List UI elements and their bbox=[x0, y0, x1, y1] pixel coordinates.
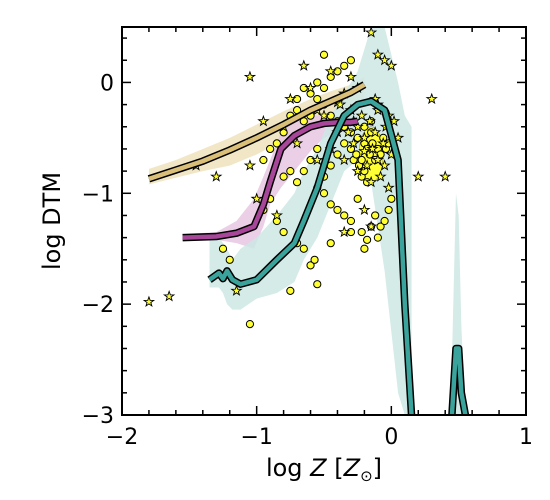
y-tick-label: −3 bbox=[82, 404, 114, 429]
circle-point bbox=[371, 211, 380, 220]
circle-point bbox=[384, 205, 393, 215]
circle-point bbox=[286, 167, 295, 176]
circle-point bbox=[313, 144, 322, 154]
circle-point bbox=[319, 50, 329, 59]
y-tick-label: 0 bbox=[100, 71, 114, 96]
circle-point bbox=[313, 280, 322, 289]
star-point bbox=[210, 171, 222, 182]
circle-point bbox=[292, 178, 302, 187]
circle-point bbox=[376, 222, 385, 231]
circle-point bbox=[326, 200, 335, 209]
circle-point bbox=[326, 239, 335, 248]
circle-point bbox=[346, 227, 356, 237]
teal-tail-line bbox=[449, 346, 468, 415]
star-point bbox=[285, 93, 296, 104]
star-point bbox=[359, 204, 370, 215]
plot-frame bbox=[121, 26, 527, 416]
star-point bbox=[412, 171, 424, 182]
circle-point bbox=[346, 56, 356, 65]
circle-point bbox=[333, 67, 342, 76]
y-tick-label: −1 bbox=[82, 182, 114, 207]
circle-point bbox=[362, 235, 372, 244]
circle-point bbox=[387, 194, 396, 203]
star-point bbox=[298, 60, 310, 71]
teal-line bbox=[208, 99, 414, 415]
circle-point bbox=[286, 286, 295, 295]
circle-point bbox=[310, 255, 319, 264]
circle-point bbox=[292, 94, 302, 104]
median-lines bbox=[147, 81, 470, 415]
circle-point bbox=[266, 144, 275, 154]
circle-point bbox=[340, 211, 349, 220]
circle-point bbox=[357, 227, 366, 237]
circle-point bbox=[306, 261, 315, 270]
circle-point bbox=[346, 216, 356, 226]
x-tick-label: −2 bbox=[106, 425, 138, 450]
circle-point bbox=[259, 155, 268, 165]
circle-point bbox=[299, 244, 308, 253]
circle-point bbox=[313, 94, 322, 104]
tan-line bbox=[148, 82, 366, 182]
circle-point bbox=[279, 172, 288, 181]
circle-point bbox=[373, 233, 382, 242]
circle-point bbox=[333, 150, 342, 159]
circle-point bbox=[353, 194, 362, 203]
circle-point bbox=[218, 244, 228, 253]
x-tick-label: −1 bbox=[240, 425, 272, 450]
circle-point bbox=[299, 83, 308, 93]
circle-point bbox=[319, 83, 329, 93]
teal-band bbox=[209, 27, 412, 415]
circle-point bbox=[225, 255, 234, 264]
circle-point bbox=[353, 133, 362, 142]
star-point bbox=[244, 160, 256, 171]
circle-point bbox=[340, 139, 349, 148]
star-point bbox=[439, 171, 451, 182]
circle-point bbox=[357, 155, 366, 165]
circle-point bbox=[299, 167, 308, 176]
circle-point bbox=[352, 150, 361, 159]
circle-point bbox=[380, 216, 389, 226]
circle-point bbox=[326, 111, 335, 120]
circle-point bbox=[306, 155, 315, 165]
circle-point bbox=[313, 78, 322, 87]
circle-point bbox=[272, 139, 281, 148]
circle-point bbox=[279, 227, 288, 237]
star-point bbox=[426, 93, 438, 104]
star-point bbox=[143, 296, 155, 307]
x-tick-label: 0 bbox=[384, 425, 398, 450]
axis-ticks bbox=[121, 27, 527, 416]
circle-point bbox=[319, 189, 329, 198]
x-tick-label: 1 bbox=[519, 425, 533, 450]
star-point bbox=[244, 71, 256, 82]
x-axis-label: log Z [Z⊙] bbox=[266, 454, 382, 485]
circle-point bbox=[333, 205, 342, 215]
y-tick-label: −2 bbox=[82, 293, 114, 318]
circle-point bbox=[360, 244, 369, 253]
y-axis-label: log DTM bbox=[38, 172, 66, 270]
circle-point bbox=[340, 61, 349, 70]
star-point bbox=[338, 226, 350, 237]
circle-point bbox=[245, 319, 255, 329]
star-point bbox=[163, 290, 175, 301]
tick-labels: −2 −1 0 1−3−2−10 bbox=[82, 71, 533, 450]
